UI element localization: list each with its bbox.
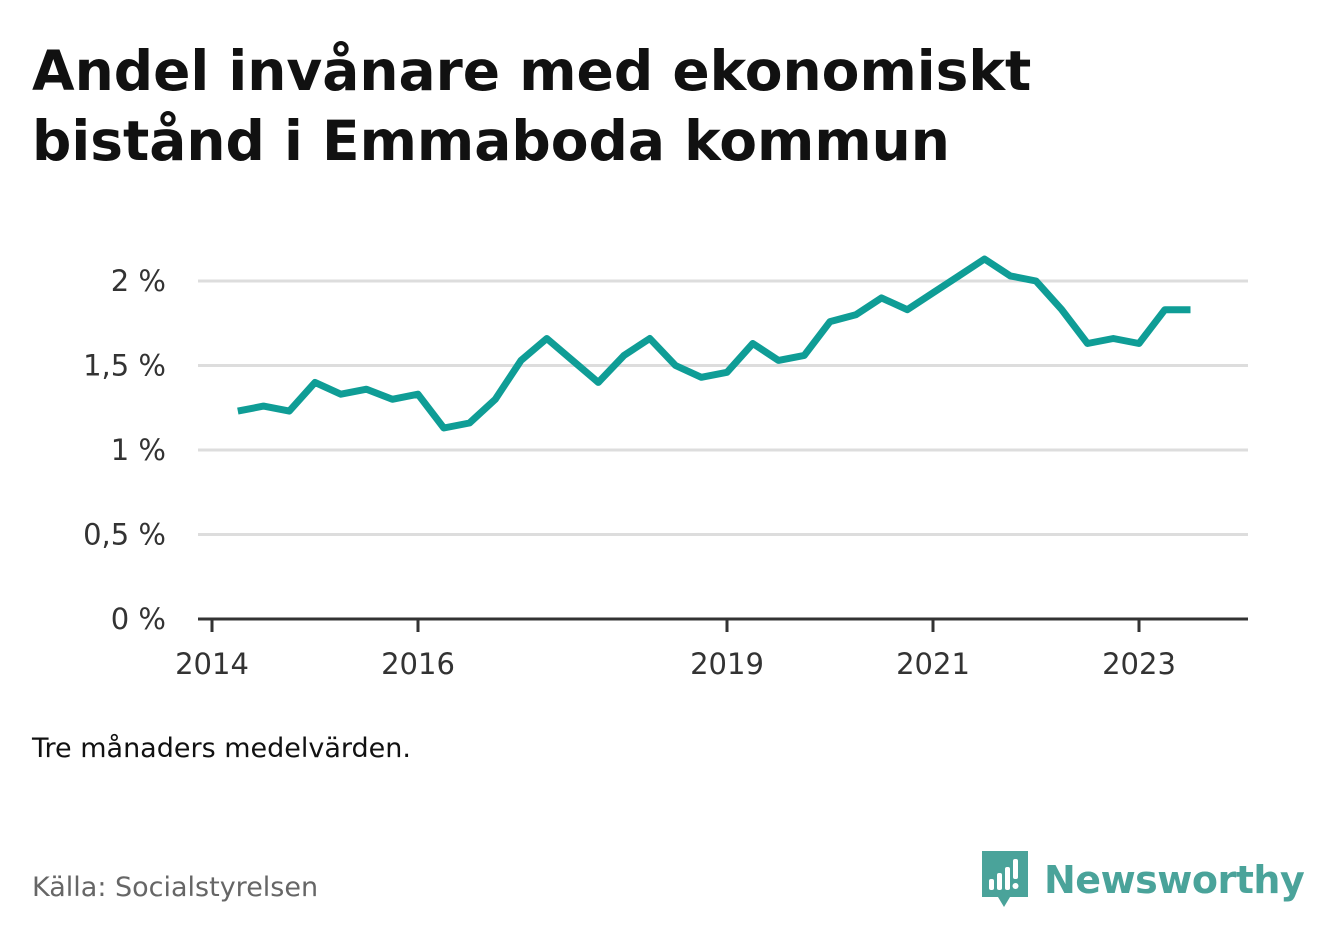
x-tick-label: 2014 bbox=[175, 647, 249, 681]
y-axis-labels: 0 % 0,5 % 1 % 1,5 % 2 % bbox=[83, 264, 166, 636]
x-tick-label: 2019 bbox=[690, 647, 764, 681]
source-text: Källa: Socialstyrelsen bbox=[32, 872, 319, 903]
x-tick-label: 2016 bbox=[381, 647, 455, 681]
brand-logo[interactable]: Newsworthy bbox=[980, 850, 1305, 910]
y-tick-label: 1 % bbox=[111, 433, 166, 467]
chart-title: Andel invånare med ekonomiskt bistånd i … bbox=[32, 39, 1032, 173]
brand-name: Newsworthy bbox=[1044, 858, 1305, 902]
y-tick-label: 0 % bbox=[111, 602, 166, 636]
series-layer bbox=[237, 255, 1191, 432]
x-axis-labels: 2014 2016 2019 2021 2023 bbox=[175, 647, 1176, 681]
newsworthy-logo-icon bbox=[982, 851, 1028, 907]
y-tick-label: 2 % bbox=[111, 264, 166, 298]
y-tick-label: 1,5 % bbox=[83, 349, 166, 383]
x-tick-label: 2021 bbox=[896, 647, 970, 681]
chart-note: Tre månaders medelvärden. bbox=[32, 733, 411, 764]
x-axis bbox=[198, 617, 1248, 632]
gridlines bbox=[198, 279, 1248, 536]
series-line bbox=[237, 255, 1191, 432]
x-tick-label: 2023 bbox=[1102, 647, 1176, 681]
y-tick-label: 0,5 % bbox=[83, 518, 166, 552]
